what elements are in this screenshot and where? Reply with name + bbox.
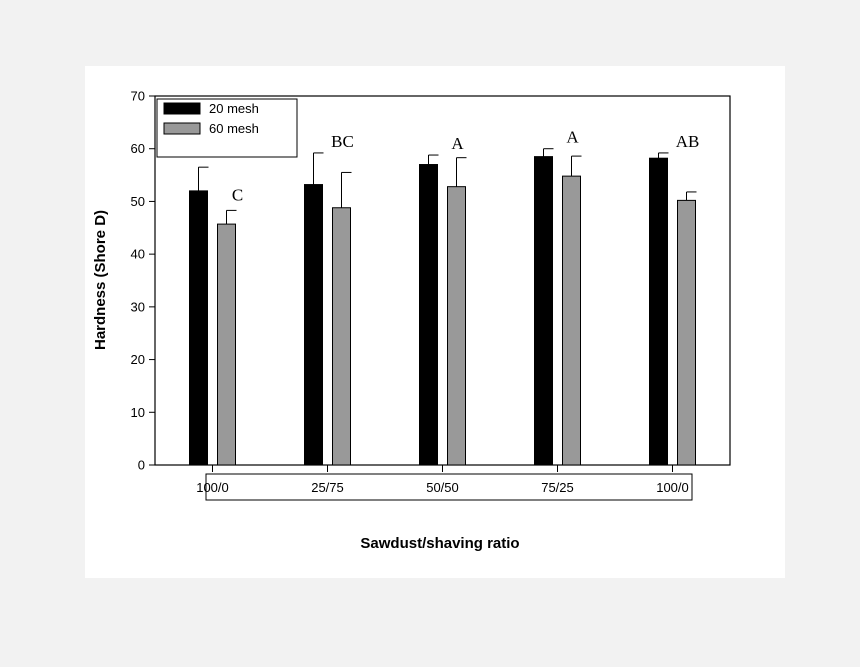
y-tick-label: 10 xyxy=(131,405,145,420)
significance-letter: A xyxy=(566,128,579,147)
y-tick-label: 50 xyxy=(131,194,145,209)
x-category-box xyxy=(205,473,693,501)
x-tick-label: 100/0 xyxy=(196,480,229,495)
x-tick-label: 50/50 xyxy=(426,480,459,495)
y-tick-label: 70 xyxy=(131,89,145,104)
y-axis-title: Hardness (Shore D) xyxy=(92,210,109,350)
significance-letter: A xyxy=(451,134,464,153)
significance-letter: C xyxy=(232,185,243,204)
bar-60-mesh xyxy=(332,207,351,466)
x-tick-label: 75/25 xyxy=(541,480,574,495)
x-tick-label: 25/75 xyxy=(311,480,344,495)
bar-60-mesh xyxy=(447,186,466,466)
bar-60-mesh xyxy=(217,223,236,466)
y-axis: 0 10 20 30 40 50 60 70 xyxy=(131,89,155,473)
x-axis: 100/0 25/75 50/50 75/25 100/0 xyxy=(196,465,689,495)
legend-label: 20 mesh xyxy=(209,101,259,116)
y-tick-label: 30 xyxy=(131,299,145,314)
y-tick-label: 20 xyxy=(131,352,145,367)
bar-60-mesh xyxy=(562,175,581,466)
significance-letter: BC xyxy=(331,132,354,151)
bar-60-mesh xyxy=(677,199,696,466)
legend: 20 mesh 60 mesh xyxy=(156,98,298,158)
hardness-bar-chart: 0 10 20 30 40 50 60 70 C BC A A AB 100/0 25/75 50/50 7… xyxy=(92,89,731,552)
error-bars-group xyxy=(198,148,697,225)
bars-group xyxy=(189,156,696,466)
y-tick-label: 0 xyxy=(138,458,145,473)
bar-20-mesh xyxy=(419,164,438,466)
y-tick-label: 60 xyxy=(131,141,145,156)
figure-panel: 0 10 20 30 40 50 60 70 C BC A A AB 100/0 25/75 50/50 7… xyxy=(85,66,785,578)
y-tick-label: 40 xyxy=(131,247,145,262)
bar-20-mesh xyxy=(304,184,323,466)
significance-letter: AB xyxy=(676,132,700,151)
legend-swatch-60-mesh xyxy=(163,122,201,135)
x-tick-label: 100/0 xyxy=(656,480,689,495)
legend-label: 60 mesh xyxy=(209,121,259,136)
bar-20-mesh xyxy=(534,156,553,466)
x-axis-title: Sawdust/shaving ratio xyxy=(360,535,519,552)
bar-20-mesh xyxy=(189,190,208,466)
bar-20-mesh xyxy=(649,157,668,466)
significance-letters: C BC A A AB xyxy=(232,128,699,205)
legend-swatch-20-mesh xyxy=(163,102,201,115)
